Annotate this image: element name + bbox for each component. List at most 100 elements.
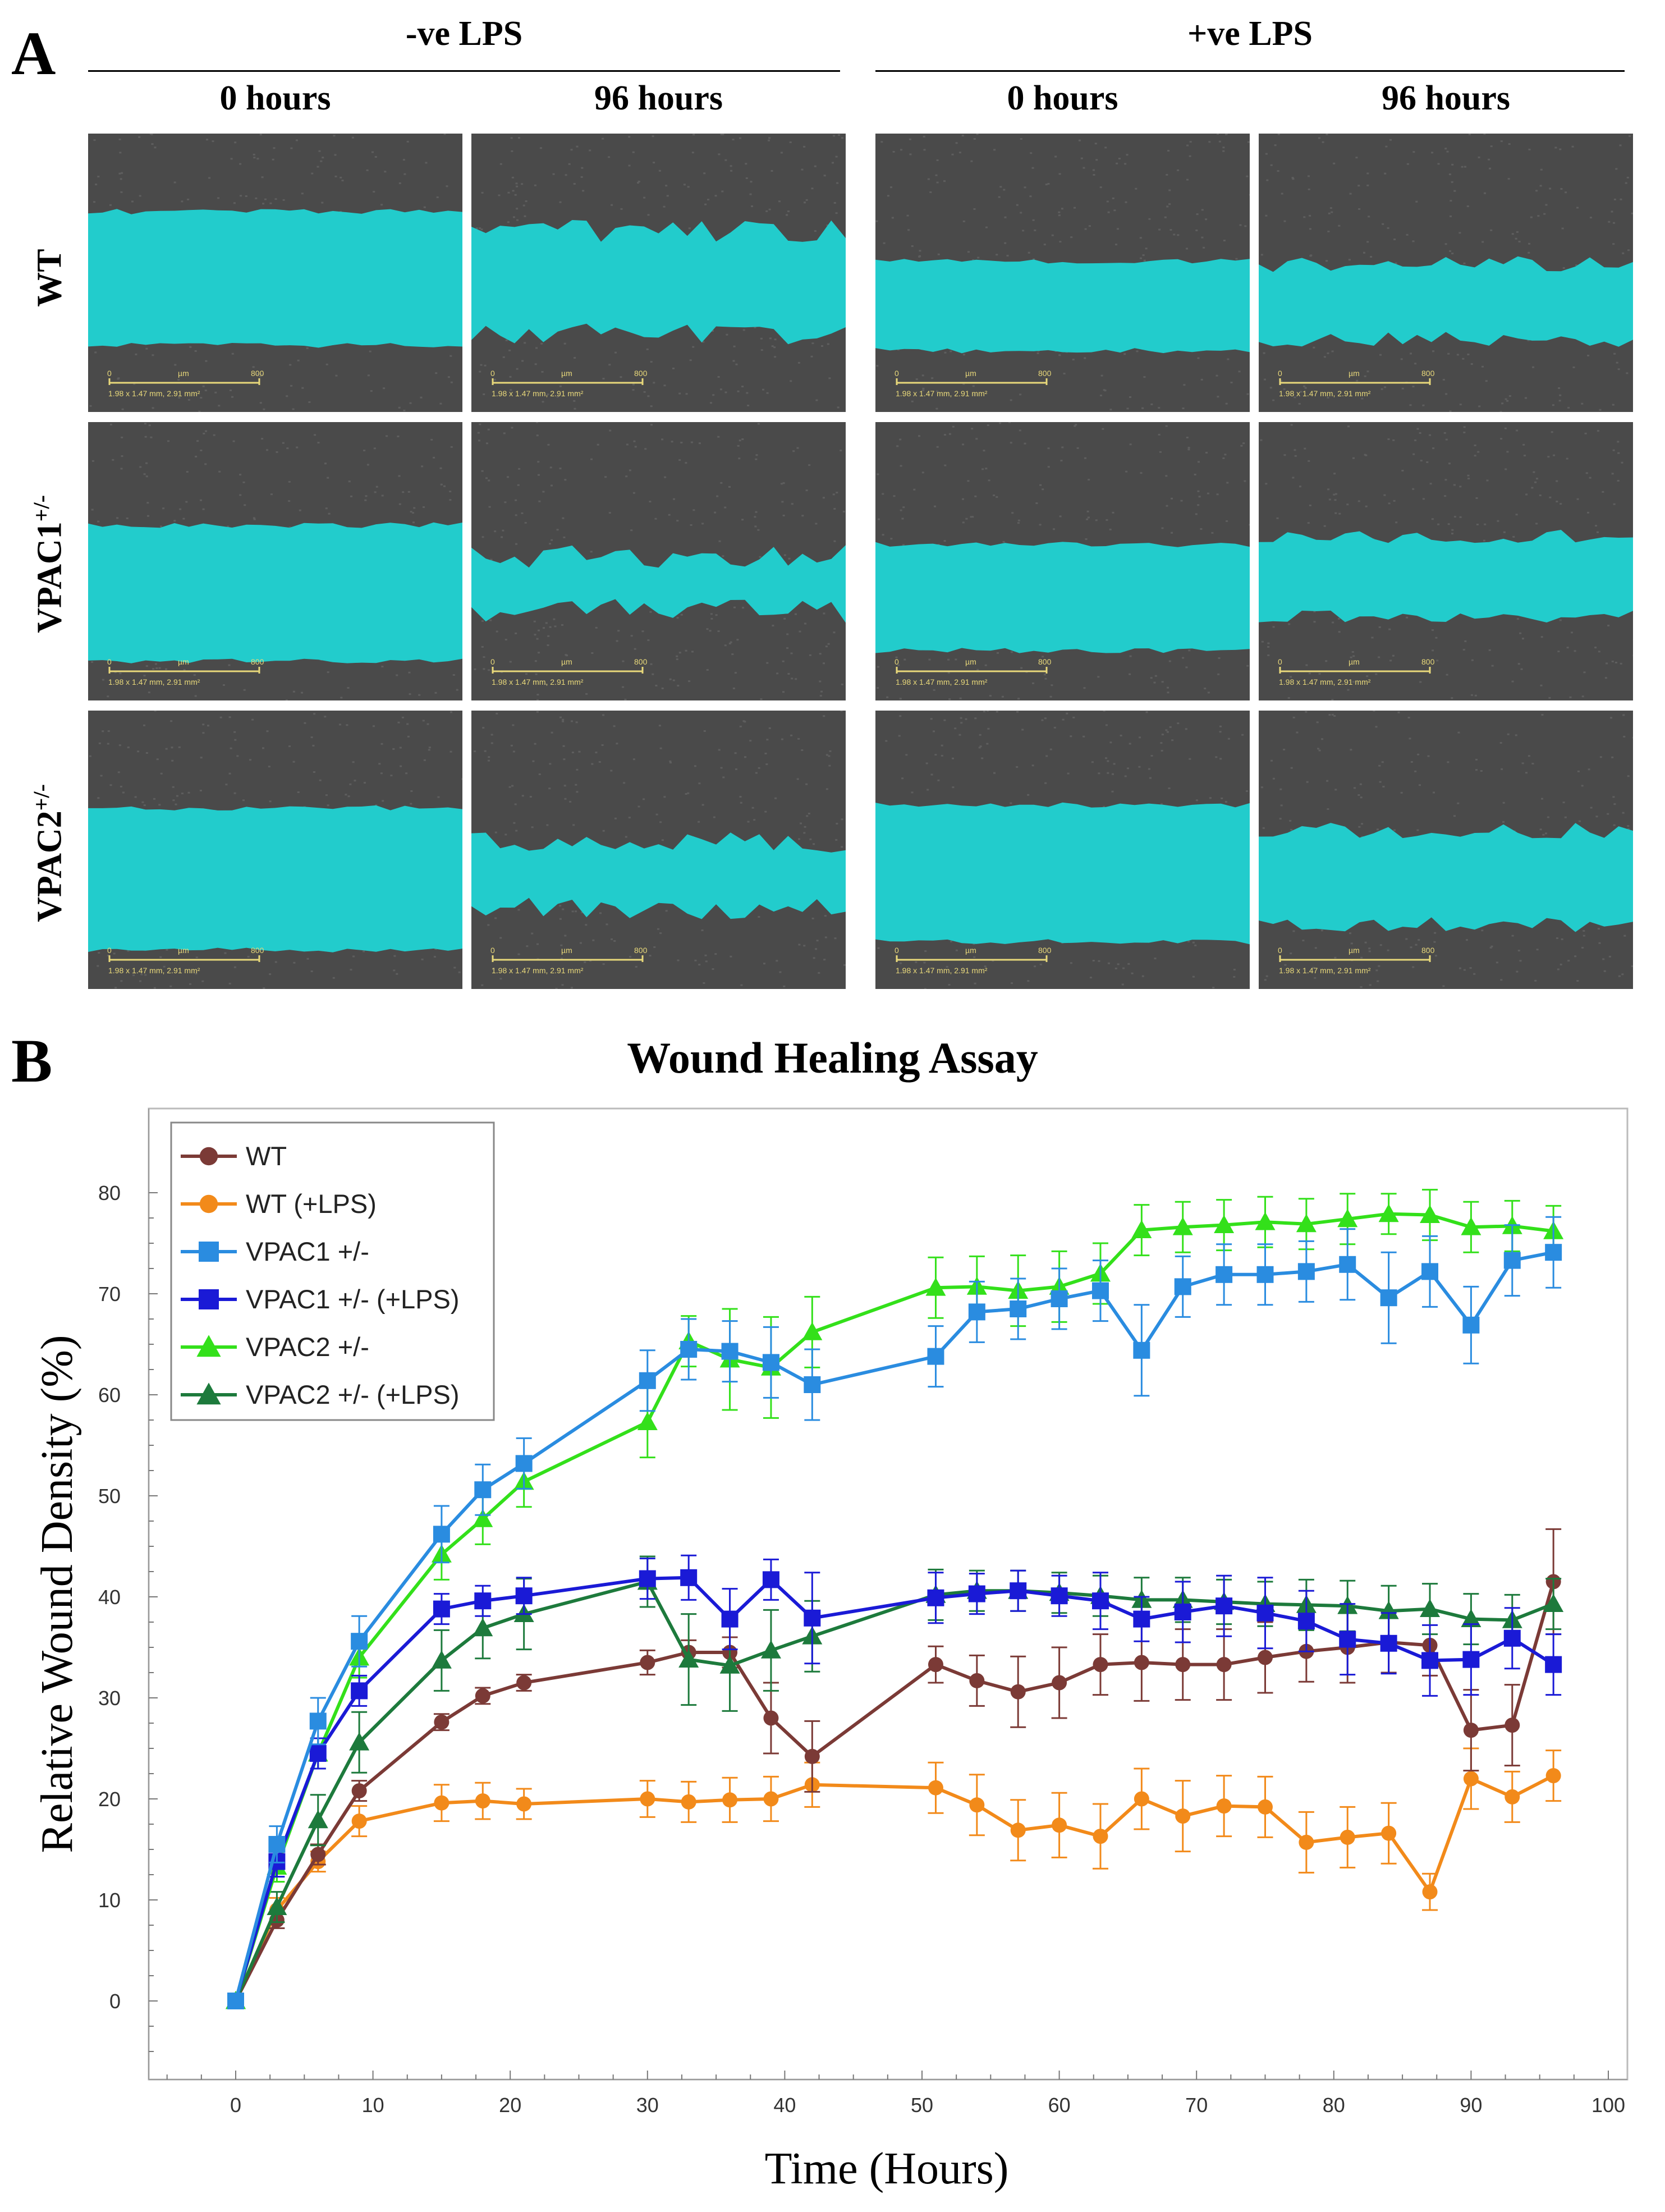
scale-caption: 1.98 x 1.47 mm, 2.91 mm² (492, 389, 584, 398)
y-tick-label: 40 (98, 1586, 121, 1609)
data-point (227, 1993, 244, 2009)
data-point (1134, 1791, 1149, 1807)
wound-area (471, 220, 846, 345)
y-axis-label: Relative Wound Density (%) (33, 1335, 82, 1853)
scale-unit-label: µm (178, 946, 189, 955)
data-point (351, 1813, 367, 1829)
data-point (1296, 1213, 1317, 1233)
data-point (678, 1649, 699, 1668)
scale-end-label: 800 (1421, 369, 1435, 378)
data-point (1463, 1723, 1479, 1738)
wound-healing-chart: 0 10 20 30 40 50 60 70 80 0 10 20 30 40 50 60 70 80 90 100 T… (33, 1107, 1629, 2193)
data-point (1256, 1266, 1274, 1283)
data-point (1378, 1601, 1399, 1619)
scale-end-label: 800 (1038, 657, 1052, 666)
micrograph: 0 µm 800 1.98 x 1.47 mm, 2.91 mm² (875, 422, 1250, 700)
data-point (431, 1650, 452, 1669)
data-point (719, 1655, 740, 1674)
scale-unit-label: µm (561, 657, 572, 666)
scale-unit-label: µm (178, 657, 189, 666)
data-point (1297, 1613, 1315, 1630)
wound-area (875, 542, 1250, 653)
data-point (1093, 1829, 1108, 1844)
row-label-vpac2: VPAC2+/- (28, 741, 73, 965)
row-label-sup: +/- (29, 784, 54, 811)
row-label-sup: +/- (29, 495, 54, 522)
series-vpac1-lps- (227, 1554, 1562, 2009)
data-point (1381, 1825, 1397, 1841)
panel-b-label: B (11, 1027, 53, 1095)
data-point (637, 1412, 658, 1430)
data-point (1133, 1341, 1150, 1359)
wound-area (88, 209, 462, 348)
scale-unit-label: µm (1348, 946, 1360, 955)
data-point (969, 1797, 985, 1813)
x-tick-label: 50 (911, 2094, 933, 2117)
series-line (234, 1576, 1554, 2002)
scale-start-label: 0 (107, 946, 112, 955)
data-point (515, 1455, 533, 1472)
row-label-vpac1: VPAC1+/- (28, 452, 73, 676)
row-label-text: VPAC2 (30, 810, 69, 922)
x-tick-label: 60 (1048, 2094, 1071, 2117)
scale-start-label: 0 (1278, 657, 1282, 666)
data-point (721, 1610, 739, 1628)
scale-end-label: 800 (1421, 946, 1435, 955)
chart-title: Wound Healing Assay (627, 1033, 1038, 1082)
data-point (762, 1354, 779, 1371)
data-point (1545, 1656, 1562, 1673)
data-point (268, 1836, 286, 1853)
data-point (1091, 1592, 1109, 1610)
wound-area (875, 259, 1250, 354)
wound-area (875, 802, 1250, 945)
data-point (1216, 1798, 1232, 1814)
data-point (475, 1688, 490, 1703)
legend-item: VPAC1 +/- (181, 1236, 369, 1266)
scale-start-label: 0 (895, 369, 899, 378)
wound-area (471, 832, 846, 919)
data-point (763, 1710, 779, 1726)
legend-item: WT (+LPS) (181, 1189, 377, 1219)
data-point (1258, 1799, 1273, 1815)
series-line (234, 1212, 1554, 2002)
data-point (473, 1618, 493, 1637)
scale-caption: 1.98 x 1.47 mm, 2.91 mm² (492, 966, 584, 975)
data-point (1421, 1652, 1439, 1669)
data-point (515, 1587, 533, 1605)
data-point (1378, 1203, 1399, 1222)
data-point (680, 1569, 698, 1586)
scale-end-label: 800 (1421, 657, 1435, 666)
x-tick-label: 10 (362, 2094, 384, 2117)
data-point (308, 1810, 328, 1829)
data-point (1380, 1289, 1397, 1307)
data-point (968, 1585, 985, 1602)
data-point (473, 1509, 493, 1527)
scale-start-label: 0 (107, 369, 112, 378)
y-tick-label: 10 (98, 1889, 121, 1912)
scale-caption: 1.98 x 1.47 mm, 2.91 mm² (896, 966, 988, 975)
data-point (640, 1791, 655, 1807)
scale-start-label: 0 (490, 369, 495, 378)
series-wt (228, 1528, 1562, 2009)
scale-start-label: 0 (1278, 369, 1282, 378)
y-tick-label: 60 (98, 1384, 121, 1407)
data-point (1256, 1604, 1274, 1622)
timepoint-header: 96 hours (594, 79, 723, 117)
micrograph-image: 0 µm 800 1.98 x 1.47 mm, 2.91 mm² (88, 134, 462, 412)
legend-marker (199, 1147, 218, 1166)
data-point (1010, 1684, 1026, 1700)
micrograph: 0 µm 800 1.98 x 1.47 mm, 2.91 mm² (88, 134, 462, 412)
data-point (1174, 1604, 1191, 1620)
data-point (1505, 1718, 1520, 1733)
data-point (1214, 1215, 1235, 1233)
data-point (1461, 1217, 1481, 1235)
x-tick-label: 0 (230, 2094, 241, 2117)
y-axis: 0 10 20 30 40 50 60 70 80 (98, 1109, 158, 2080)
group-header-minus-lps: -ve LPS (405, 15, 523, 53)
data-point (968, 1303, 985, 1321)
x-tick-label: 40 (773, 2094, 796, 2117)
scale-end-label: 800 (634, 657, 648, 666)
scale-unit-label: µm (1348, 369, 1360, 378)
micrograph: 0 µm 800 1.98 x 1.47 mm, 2.91 mm² (471, 134, 846, 412)
wound-area (1259, 256, 1633, 347)
